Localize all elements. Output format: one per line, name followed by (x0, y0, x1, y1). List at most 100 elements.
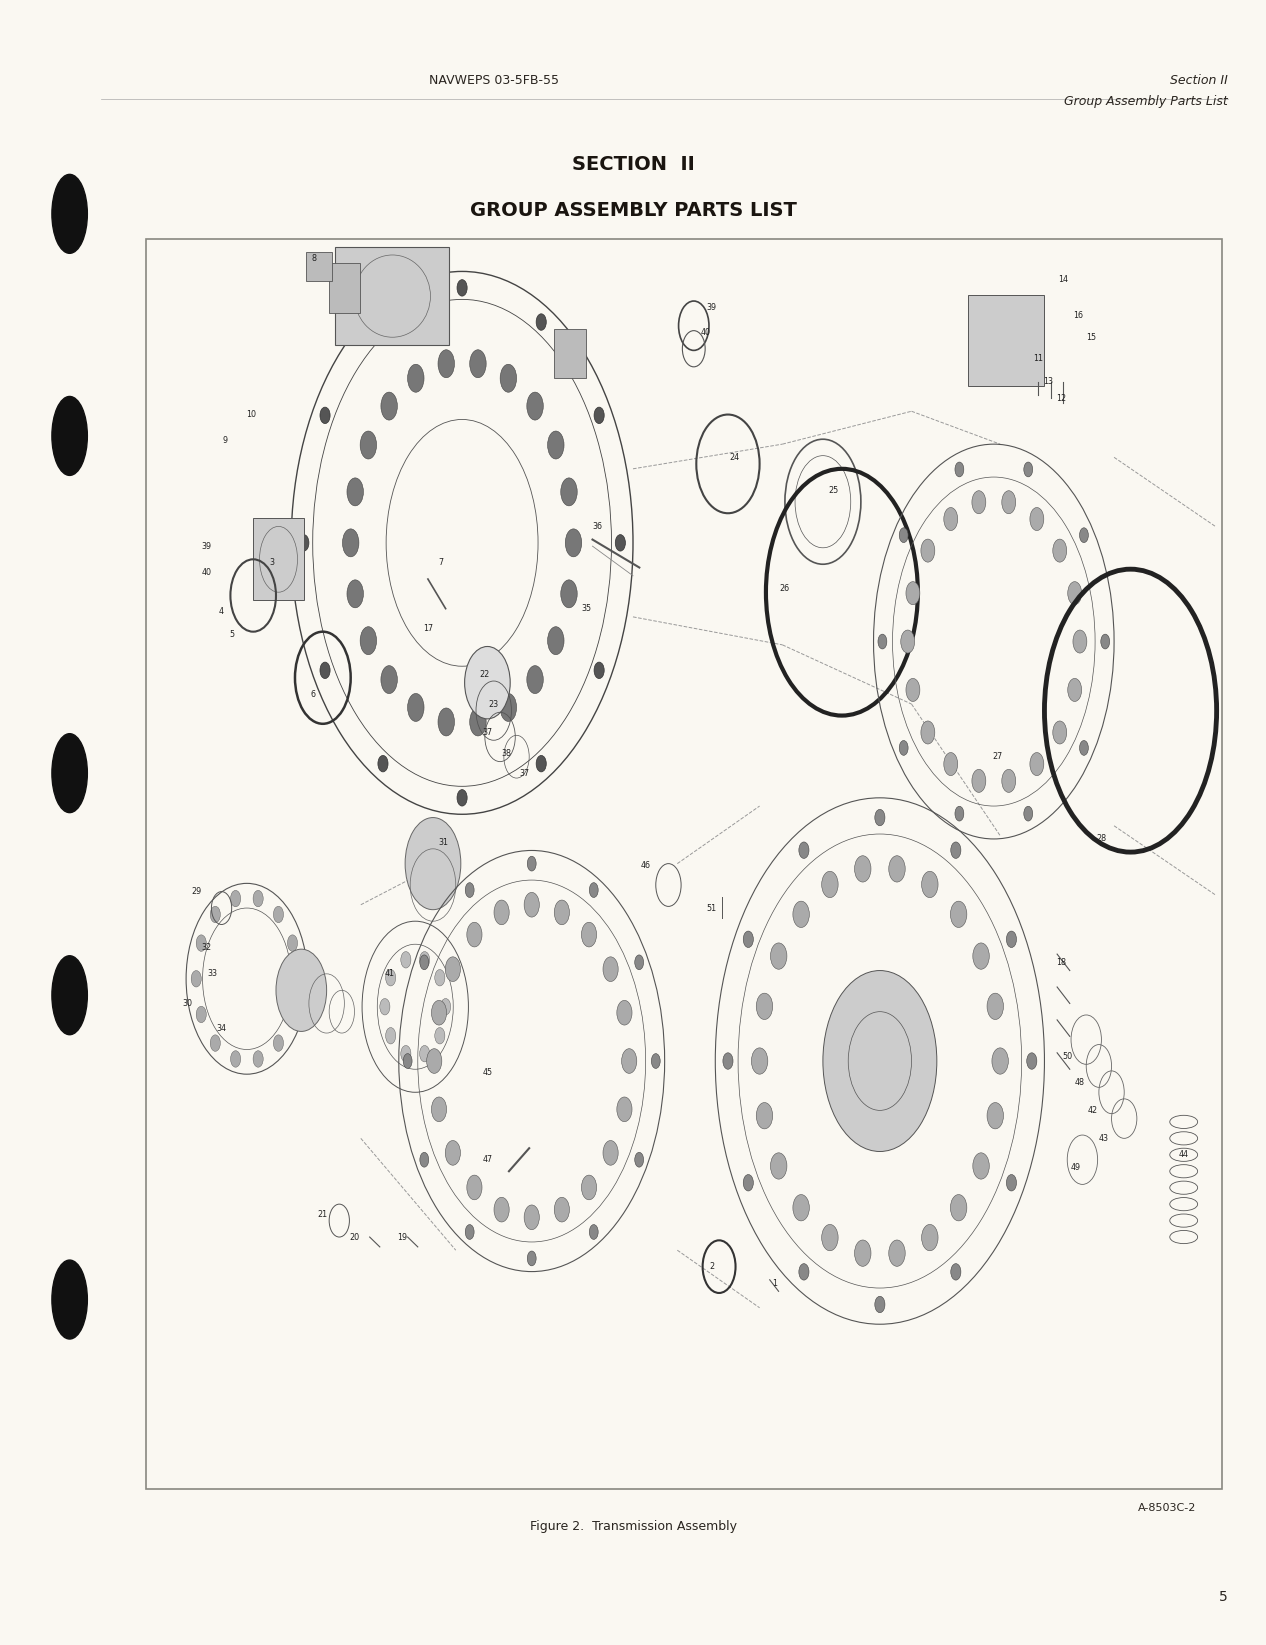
Ellipse shape (743, 931, 753, 948)
Ellipse shape (438, 350, 454, 378)
Text: 6: 6 (310, 689, 315, 699)
Ellipse shape (899, 528, 908, 543)
Ellipse shape (470, 707, 486, 735)
Text: 11: 11 (1033, 354, 1043, 364)
Ellipse shape (922, 1224, 938, 1250)
Text: 25: 25 (828, 485, 838, 495)
Ellipse shape (548, 627, 565, 655)
Ellipse shape (52, 734, 87, 813)
Ellipse shape (320, 661, 330, 678)
Ellipse shape (196, 934, 206, 951)
Ellipse shape (1024, 806, 1033, 821)
Ellipse shape (1001, 490, 1015, 513)
Ellipse shape (951, 901, 967, 928)
Ellipse shape (420, 1152, 429, 1166)
Ellipse shape (401, 951, 411, 967)
Ellipse shape (594, 406, 604, 423)
Ellipse shape (1080, 528, 1089, 543)
Ellipse shape (467, 923, 482, 948)
Ellipse shape (360, 627, 376, 655)
Ellipse shape (972, 1153, 989, 1179)
Text: 44: 44 (1179, 1150, 1189, 1160)
Ellipse shape (972, 490, 986, 513)
Ellipse shape (342, 528, 360, 556)
Ellipse shape (527, 1250, 537, 1267)
Bar (253, 518, 304, 600)
Ellipse shape (943, 752, 957, 775)
Ellipse shape (951, 1263, 961, 1280)
Ellipse shape (253, 1051, 263, 1068)
Ellipse shape (634, 1153, 643, 1168)
Ellipse shape (951, 1194, 967, 1221)
Bar (146, 239, 1222, 1489)
Ellipse shape (292, 971, 303, 987)
Ellipse shape (380, 999, 390, 1015)
Ellipse shape (799, 1263, 809, 1280)
Ellipse shape (1053, 540, 1067, 563)
Text: 1: 1 (772, 1278, 777, 1288)
Text: GROUP ASSEMBLY PARTS LIST: GROUP ASSEMBLY PARTS LIST (470, 201, 796, 220)
Ellipse shape (581, 1175, 596, 1199)
Ellipse shape (434, 1028, 444, 1045)
Text: 40: 40 (201, 568, 211, 577)
Text: 17: 17 (423, 623, 433, 633)
Ellipse shape (465, 646, 510, 719)
Text: 5: 5 (229, 630, 234, 640)
Ellipse shape (1006, 1175, 1017, 1191)
Ellipse shape (347, 579, 363, 607)
Ellipse shape (230, 890, 241, 906)
Ellipse shape (875, 809, 885, 826)
Text: 47: 47 (482, 1155, 492, 1165)
Ellipse shape (1067, 678, 1081, 701)
Ellipse shape (386, 1028, 396, 1045)
Ellipse shape (548, 431, 565, 459)
Ellipse shape (500, 364, 517, 392)
Ellipse shape (527, 855, 537, 872)
Ellipse shape (972, 770, 986, 793)
Ellipse shape (855, 855, 871, 882)
Bar (968, 294, 1044, 385)
Ellipse shape (457, 790, 467, 806)
Ellipse shape (377, 314, 387, 331)
Ellipse shape (537, 755, 547, 772)
Ellipse shape (561, 479, 577, 507)
Text: 34: 34 (216, 1023, 227, 1033)
Text: 19: 19 (398, 1232, 408, 1242)
Ellipse shape (432, 1000, 447, 1025)
Ellipse shape (1053, 721, 1067, 744)
Text: 7: 7 (438, 558, 443, 568)
Ellipse shape (466, 883, 473, 898)
Ellipse shape (906, 678, 920, 701)
Ellipse shape (401, 1046, 411, 1063)
Ellipse shape (1024, 462, 1033, 477)
Ellipse shape (951, 842, 961, 859)
Ellipse shape (617, 1000, 632, 1025)
Ellipse shape (408, 364, 424, 392)
Ellipse shape (500, 694, 517, 722)
Text: 13: 13 (1043, 377, 1053, 387)
Text: SECTION  II: SECTION II (572, 155, 694, 174)
Ellipse shape (537, 314, 547, 331)
Text: 39: 39 (706, 303, 717, 313)
Ellipse shape (320, 406, 330, 423)
Bar (335, 247, 449, 345)
Ellipse shape (920, 540, 934, 563)
Text: 37: 37 (482, 727, 492, 737)
Ellipse shape (276, 949, 327, 1031)
Ellipse shape (822, 872, 838, 898)
Ellipse shape (427, 1050, 442, 1073)
Text: 30: 30 (182, 999, 192, 1008)
Ellipse shape (381, 392, 398, 419)
Ellipse shape (987, 994, 1004, 1020)
Text: 3: 3 (270, 558, 275, 568)
Bar (306, 252, 332, 281)
Ellipse shape (287, 1007, 298, 1023)
Ellipse shape (922, 872, 938, 898)
Text: 5: 5 (1219, 1589, 1228, 1604)
Text: 51: 51 (706, 903, 717, 913)
Ellipse shape (771, 1153, 787, 1179)
Ellipse shape (52, 174, 87, 253)
Ellipse shape (603, 957, 618, 982)
Ellipse shape (823, 971, 937, 1152)
Text: 24: 24 (729, 452, 739, 462)
